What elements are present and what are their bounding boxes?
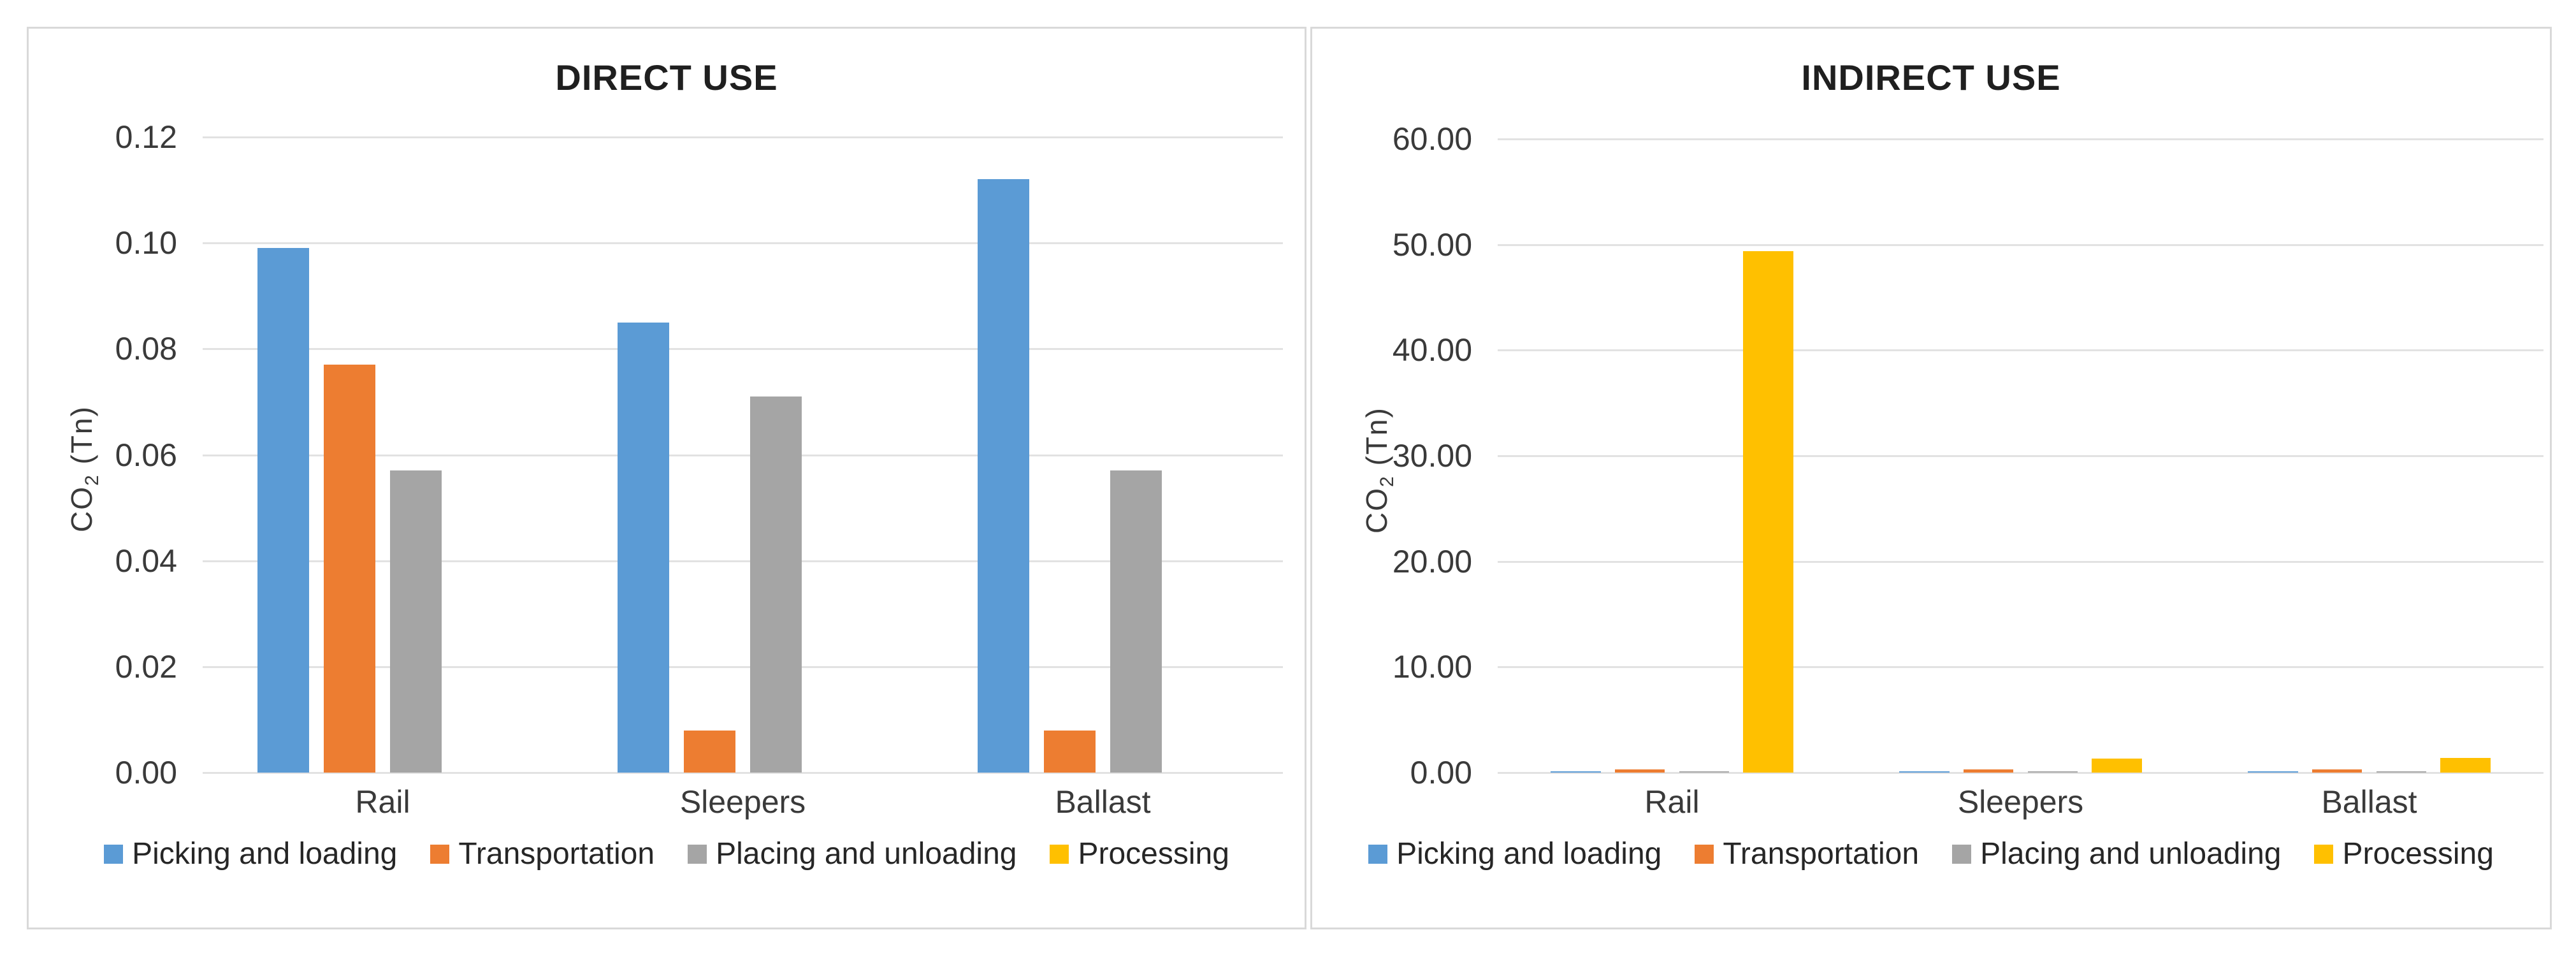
legend-indirect-use: Picking and loading Transportation Placing… xyxy=(1312,836,2550,871)
legend-swatch-placing-and-unloading xyxy=(688,844,707,864)
legend-item-picking-and-loading: Picking and loading xyxy=(1368,836,1661,871)
y-axis-label-subscript: 2 xyxy=(1377,475,1398,487)
gridline-y-10.00 xyxy=(1498,666,2543,669)
legend-label-picking-and-loading: Picking and loading xyxy=(1396,837,1662,871)
y-tick-label: 10.00 xyxy=(1392,649,1472,685)
chart-panel-direct-use: DIRECT USE CO2 (Tn) Picking and loading T… xyxy=(27,27,1306,929)
bar-indirect-use-sleepers-picking-and-loading xyxy=(1899,771,1950,773)
x-category-label-ballast: Ballast xyxy=(1055,784,1151,820)
bar-indirect-use-ballast-transportation xyxy=(2312,769,2363,773)
y-axis-label-text: CO xyxy=(65,486,98,532)
y-tick-label: 40.00 xyxy=(1392,332,1472,368)
y-tick-label: 0.10 xyxy=(115,225,177,261)
chart-title-direct-use: DIRECT USE xyxy=(555,57,778,98)
legend-item-processing: Processing xyxy=(1050,836,1229,871)
legend-label-transportation: Transportation xyxy=(458,837,655,871)
gridline-y-0.02 xyxy=(203,666,1283,668)
gridline-y-0.00 xyxy=(1498,772,2543,774)
legend-label-transportation: Transportation xyxy=(1723,837,1920,871)
x-category-label-rail: Rail xyxy=(355,784,410,820)
legend-swatch-picking-and-loading xyxy=(104,844,124,864)
plot-area-indirect-use xyxy=(1498,138,2543,774)
bar-indirect-use-ballast-placing-and-unloading xyxy=(2376,771,2426,773)
x-category-label-sleepers: Sleepers xyxy=(679,784,806,820)
chart-title-indirect-use: INDIRECT USE xyxy=(1801,57,2061,98)
bar-indirect-use-ballast-picking-and-loading xyxy=(2248,771,2298,773)
x-category-label-rail: Rail xyxy=(1644,784,1700,820)
gridline-y-0.10 xyxy=(203,242,1283,245)
gridline-y-30.00 xyxy=(1498,455,2543,457)
y-axis-label-subscript: 2 xyxy=(82,474,103,486)
gridline-y-60.00 xyxy=(1498,138,2543,140)
y-tick-label: 0.08 xyxy=(115,331,177,367)
legend-item-transportation: Transportation xyxy=(430,836,655,871)
bar-direct-use-ballast-placing-and-unloading xyxy=(1110,470,1162,773)
legend-label-processing: Processing xyxy=(1078,837,1229,871)
bar-indirect-use-rail-placing-and-unloading xyxy=(1679,771,1729,773)
bar-direct-use-sleepers-placing-and-unloading xyxy=(750,396,802,773)
gridline-y-40.00 xyxy=(1498,349,2543,352)
plot-area-direct-use xyxy=(203,136,1283,774)
bar-indirect-use-sleepers-transportation xyxy=(1964,769,2014,773)
gridline-y-0.08 xyxy=(203,348,1283,351)
bar-indirect-use-rail-transportation xyxy=(1615,769,1665,773)
legend-swatch-processing xyxy=(2314,844,2334,864)
y-axis-label-text: CO xyxy=(1360,487,1393,534)
legend-label-processing: Processing xyxy=(2342,837,2494,871)
gridline-y-0.00 xyxy=(203,772,1283,774)
bar-direct-use-sleepers-transportation xyxy=(684,730,735,773)
legend-item-transportation: Transportation xyxy=(1695,836,1919,871)
y-tick-label: 0.00 xyxy=(115,755,177,790)
gridline-y-0.04 xyxy=(203,560,1283,562)
y-tick-label: 0.06 xyxy=(115,437,177,473)
bar-direct-use-ballast-transportation xyxy=(1044,730,1096,773)
legend-item-placing-and-unloading: Placing and unloading xyxy=(1952,836,2281,871)
legend-label-placing-and-unloading: Placing and unloading xyxy=(1980,837,2282,871)
bar-direct-use-rail-picking-and-loading xyxy=(257,248,309,773)
legend-direct-use: Picking and loading Transportation Placing… xyxy=(29,836,1305,871)
bar-direct-use-rail-transportation xyxy=(324,365,375,773)
y-tick-label: 0.00 xyxy=(1410,755,1472,790)
y-tick-label: 60.00 xyxy=(1392,121,1472,157)
legend-item-placing-and-unloading: Placing and unloading xyxy=(688,836,1017,871)
bar-indirect-use-rail-processing xyxy=(1743,251,1793,773)
legend-item-picking-and-loading: Picking and loading xyxy=(104,836,397,871)
legend-swatch-transportation xyxy=(1695,844,1714,864)
y-tick-label: 20.00 xyxy=(1392,543,1472,579)
y-tick-label: 0.04 xyxy=(115,542,177,579)
legend-swatch-placing-and-unloading xyxy=(1952,844,1972,864)
gridline-y-0.06 xyxy=(203,454,1283,456)
bar-direct-use-sleepers-picking-and-loading xyxy=(618,322,669,773)
y-tick-label: 30.00 xyxy=(1392,438,1472,474)
legend-swatch-processing xyxy=(1050,844,1069,864)
x-category-label-ballast: Ballast xyxy=(2321,784,2417,820)
bar-indirect-use-rail-picking-and-loading xyxy=(1551,771,1601,773)
bar-direct-use-ballast-picking-and-loading xyxy=(978,179,1029,773)
bar-indirect-use-sleepers-processing xyxy=(2092,759,2142,773)
x-category-label-sleepers: Sleepers xyxy=(1957,784,2084,820)
bar-indirect-use-sleepers-placing-and-unloading xyxy=(2027,771,2078,773)
chart-panel-indirect-use: INDIRECT USE CO2 (Tn) Picking and loadin… xyxy=(1310,27,2552,929)
gridline-y-0.12 xyxy=(203,136,1283,138)
legend-label-placing-and-unloading: Placing and unloading xyxy=(716,837,1017,871)
legend-swatch-picking-and-loading xyxy=(1368,844,1388,864)
y-tick-label: 0.02 xyxy=(115,648,177,685)
legend-label-picking-and-loading: Picking and loading xyxy=(132,837,398,871)
gridline-y-20.00 xyxy=(1498,560,2543,563)
y-tick-label: 0.12 xyxy=(115,119,177,155)
legend-item-processing: Processing xyxy=(2314,836,2494,871)
bar-indirect-use-ballast-processing xyxy=(2440,757,2491,773)
y-tick-label: 50.00 xyxy=(1392,226,1472,263)
gridline-y-50.00 xyxy=(1498,244,2543,246)
legend-swatch-transportation xyxy=(430,844,450,864)
bar-direct-use-rail-placing-and-unloading xyxy=(390,470,442,773)
